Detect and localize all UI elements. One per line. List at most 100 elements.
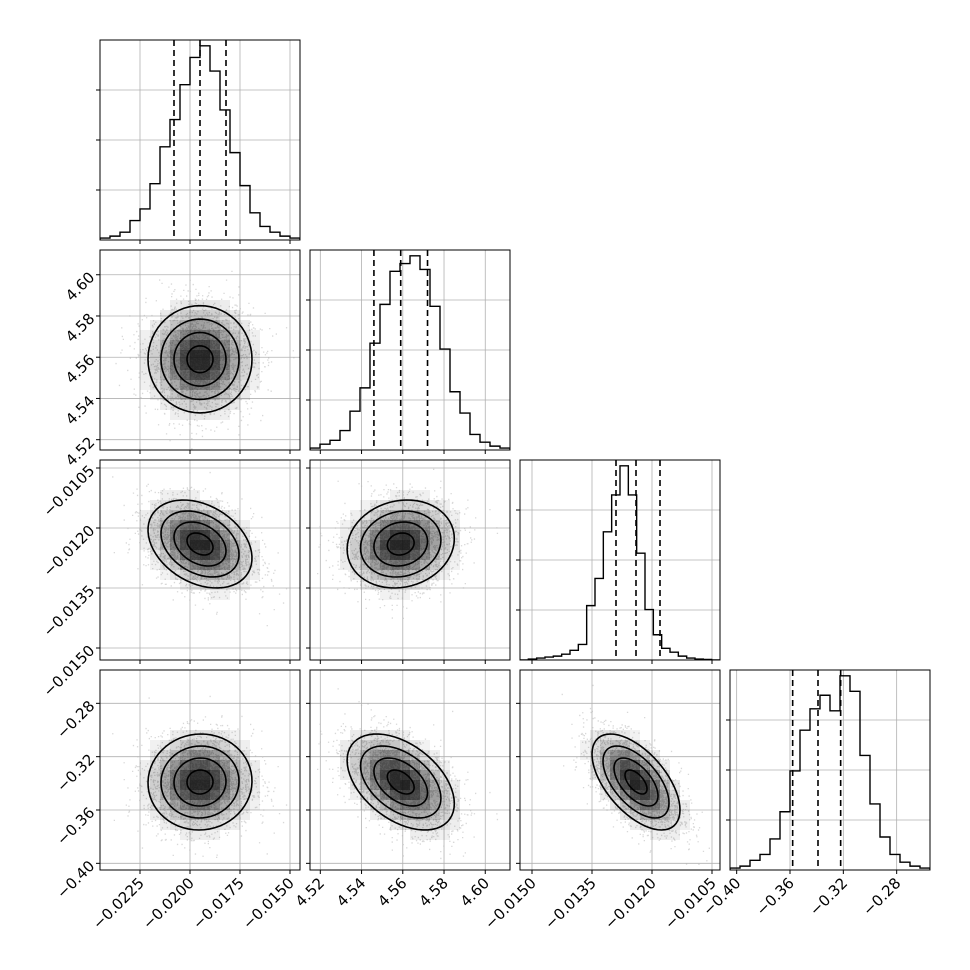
panel-frame	[519, 459, 721, 661]
density-cell	[200, 570, 210, 580]
density-cell	[200, 330, 210, 340]
density-cell	[150, 740, 160, 750]
density-cell	[610, 740, 620, 750]
x-tick-label: 4.52	[292, 874, 328, 910]
contour-0.5σ	[386, 532, 415, 556]
density-cell	[200, 760, 210, 770]
density-cell	[170, 330, 180, 340]
density-cell	[210, 330, 220, 340]
density-cell	[390, 780, 400, 790]
density-cell	[170, 550, 180, 560]
density-cell	[170, 530, 180, 540]
density-cell	[390, 520, 400, 530]
density-cell	[380, 750, 390, 760]
scatter-panel-p0-p2	[96, 459, 301, 664]
density-cell	[410, 490, 420, 500]
density-cell	[440, 540, 450, 550]
density-cell	[340, 550, 350, 560]
density-cell	[580, 750, 590, 760]
histogram-panel-p3	[726, 669, 931, 874]
density-cell	[390, 560, 400, 570]
density-cell	[430, 800, 440, 810]
contour-1.5σ	[359, 510, 442, 578]
density-cell	[420, 560, 430, 570]
density-cell	[160, 400, 170, 410]
density-cell	[160, 510, 170, 520]
panel-frame	[99, 459, 301, 661]
density-cell	[230, 570, 240, 580]
density-cell	[430, 500, 440, 510]
panel-frame	[99, 39, 301, 241]
contour-1.5σ	[160, 510, 240, 578]
density-cell	[410, 790, 420, 800]
density-cell	[220, 810, 230, 820]
density-cell	[220, 730, 230, 740]
density-cell	[420, 540, 430, 550]
density-cell	[190, 780, 200, 790]
density-cell	[430, 830, 440, 840]
density-cell	[420, 830, 430, 840]
density-cell	[140, 520, 150, 530]
density-cell	[210, 750, 220, 760]
density-cell	[360, 560, 370, 570]
density-cell	[440, 800, 450, 810]
density-cell	[430, 790, 440, 800]
density-cell	[250, 560, 260, 570]
density-cell	[370, 510, 380, 520]
density-cell	[660, 800, 670, 810]
density-cell	[190, 520, 200, 530]
density-cell	[160, 370, 170, 380]
density-cell	[670, 790, 680, 800]
density-cell	[630, 740, 640, 750]
density-cell	[660, 790, 670, 800]
contour-1σ	[373, 521, 429, 567]
density-cell	[180, 730, 190, 740]
density-cell	[660, 760, 670, 770]
contour-1σ	[613, 757, 659, 807]
density-cell	[420, 550, 430, 560]
density-cell	[350, 730, 360, 740]
density-cell	[200, 300, 210, 310]
density-cell	[150, 320, 160, 330]
density-cell	[360, 740, 370, 750]
density-cell	[410, 760, 420, 770]
panel-content	[730, 670, 930, 870]
y-tick-label: −0.36	[53, 804, 98, 849]
density-cell	[380, 780, 390, 790]
density-cell	[160, 820, 170, 830]
density-cell	[190, 530, 200, 540]
panel-content	[520, 460, 720, 660]
density-cell	[190, 580, 200, 590]
density-cell	[140, 370, 150, 380]
density-cell	[200, 730, 210, 740]
density-cell	[150, 540, 160, 550]
density-cell	[180, 390, 190, 400]
density-cell	[220, 400, 230, 410]
density-cell	[230, 390, 240, 400]
density-cell	[610, 790, 620, 800]
density-cell	[240, 540, 250, 550]
contour-0.5σ	[186, 532, 214, 556]
density-cell	[380, 520, 390, 530]
density-cell	[250, 330, 260, 340]
density-cell	[400, 740, 410, 750]
density-cell	[230, 400, 240, 410]
density-cell	[140, 790, 150, 800]
panel-content	[520, 670, 720, 870]
panel-content	[310, 460, 510, 660]
density-cell	[430, 560, 440, 570]
density-cell	[180, 300, 190, 310]
density-cell	[160, 380, 170, 390]
density-cell	[170, 310, 180, 320]
density-cell	[680, 800, 690, 810]
density-cell	[220, 580, 230, 590]
density-cell	[150, 750, 160, 760]
density-cell	[150, 360, 160, 370]
density-cell	[190, 320, 200, 330]
density-cell	[210, 360, 220, 370]
x-tick-label: −0.0120	[601, 874, 660, 933]
density-cell	[140, 800, 150, 810]
y-tick-label: 4.60	[62, 268, 98, 304]
contour-1σ	[173, 331, 227, 387]
x-tick-label: −0.0150	[239, 874, 298, 933]
